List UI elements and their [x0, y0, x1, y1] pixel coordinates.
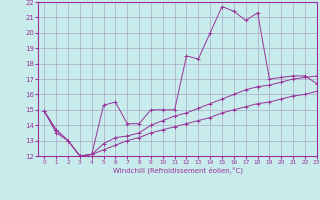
X-axis label: Windchill (Refroidissement éolien,°C): Windchill (Refroidissement éolien,°C) — [113, 167, 243, 174]
